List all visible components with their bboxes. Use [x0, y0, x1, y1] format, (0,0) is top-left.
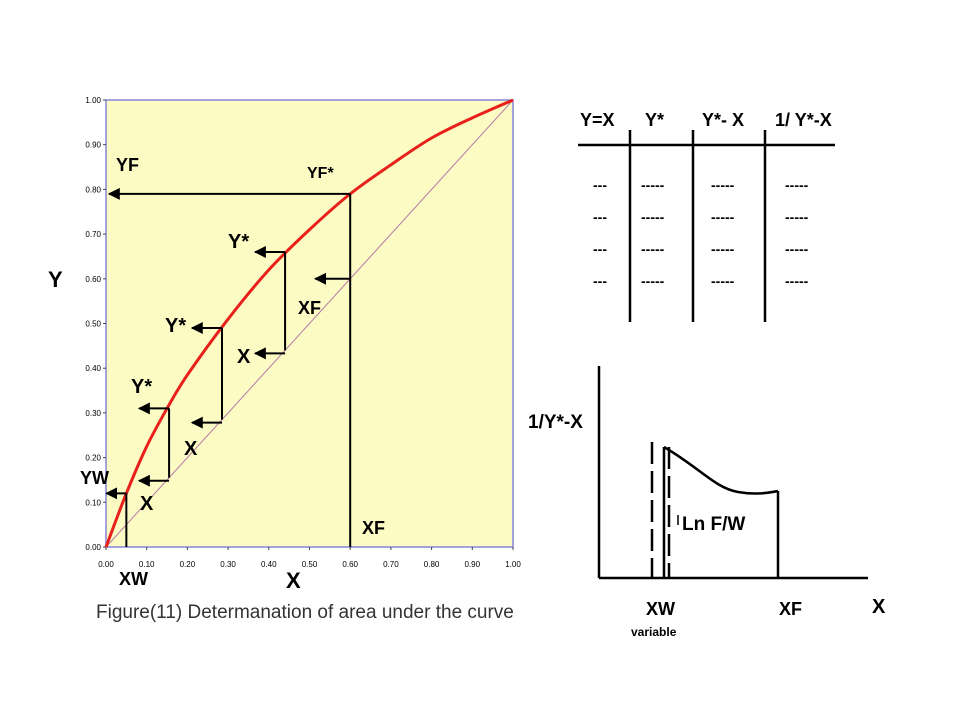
table-header-cell: Y=X [580, 110, 615, 130]
xw-label: XW [119, 569, 148, 589]
y-tick-label: 1.00 [85, 96, 101, 105]
xf-label-2: XF [362, 518, 385, 538]
x-tick-label: 0.20 [180, 560, 196, 569]
step-construction [105, 187, 352, 547]
y-tick-label: 0.90 [85, 141, 101, 150]
table-cell: ----- [785, 209, 809, 225]
yf-star-label: YF* [307, 165, 334, 182]
y-star-label-1: Y* [228, 231, 249, 253]
data-table: Y=X Y* Y*- X 1/ Y*-X --- ----- ----- ------… [578, 110, 835, 322]
table-cell: ----- [711, 209, 735, 225]
table-cell: ----- [785, 273, 809, 289]
x-axis-label: X [286, 568, 301, 593]
table-cell: --- [593, 241, 607, 257]
table-cell: ----- [641, 209, 665, 225]
table-cell: --- [593, 273, 607, 289]
equilibrium-curve [104, 98, 514, 548]
x-tick-label: 0.70 [383, 560, 399, 569]
area-chart: 1/Y*-X X XW XF variable Ln F/W [528, 366, 886, 639]
table-cell: ----- [711, 177, 735, 193]
table-header-cell: 1/ Y*-X [775, 110, 832, 130]
area-curve [663, 445, 779, 495]
area-xf-label: XF [779, 599, 802, 619]
yw-label: YW [80, 468, 109, 488]
y-star-label-2: Y* [165, 315, 186, 337]
y-tick-label: 0.70 [85, 230, 101, 239]
y-axis-label: Y [48, 267, 63, 292]
table-cell: ----- [641, 177, 665, 193]
x-tick-label: 0.60 [342, 560, 358, 569]
y-tick-labels: 0.00 0.10 0.20 0.30 0.40 0.50 0.60 0.70 0.80 0.90… [85, 96, 106, 552]
table-cell: ----- [711, 241, 735, 257]
figure-caption: Figure(11) Determanation of area under t… [96, 602, 514, 623]
y-tick-label: 0.20 [85, 454, 101, 463]
table-rows: --- ----- ----- -------- ----- ----- -------- -… [593, 177, 809, 289]
table-cell: ----- [641, 241, 665, 257]
area-x-axis-label: X [872, 596, 886, 618]
table-cell: ----- [785, 177, 809, 193]
table-cell: ----- [711, 273, 735, 289]
x-tick-label: 0.10 [139, 560, 155, 569]
y-tick-label: 0.30 [85, 409, 101, 418]
y-tick-label: 0.60 [85, 275, 101, 284]
x-label-3: X [140, 493, 154, 515]
table-header-cell: Y* [645, 110, 664, 130]
area-y-axis-label: 1/Y*-X [528, 412, 583, 433]
table-header-cell: Y*- X [702, 110, 744, 130]
table-cell: ----- [641, 273, 665, 289]
xf-label-1: XF [298, 298, 321, 318]
x-tick-label: 0.50 [302, 560, 318, 569]
x-label-2: X [184, 438, 198, 460]
x-tick-label: 1.00 [505, 560, 521, 569]
x-tick-label: 0.90 [465, 560, 481, 569]
variable-label: variable [631, 625, 677, 639]
yf-label: YF [116, 155, 139, 175]
area-xw-label: XW [646, 599, 675, 619]
table-cell: ----- [785, 241, 809, 257]
diagonal-line [105, 99, 514, 548]
x-tick-label: 0.30 [220, 560, 236, 569]
x-tick-label: 0.40 [261, 560, 277, 569]
y-star-label-3: Y* [131, 376, 152, 398]
equilibrium-chart: 0.00 0.10 0.20 0.30 0.40 0.50 0.60 0.70 0.80 0.90… [48, 96, 521, 593]
y-tick-label: 0.50 [85, 320, 101, 329]
y-tick-label: 0.80 [85, 185, 101, 194]
y-tick-label: 0.10 [85, 498, 101, 507]
table-cell: --- [593, 177, 607, 193]
table-cell: --- [593, 209, 607, 225]
x-tick-labels: 0.00 0.10 0.20 0.30 0.40 0.50 0.60 0.70 0.80 0.90… [98, 547, 521, 569]
x-tick-label: 0.80 [424, 560, 440, 569]
x-label-1: X [237, 346, 251, 368]
area-label: Ln F/W [682, 514, 745, 535]
y-tick-label: 0.00 [85, 543, 101, 552]
y-tick-label: 0.40 [85, 364, 101, 373]
x-tick-label: 0.00 [98, 560, 114, 569]
